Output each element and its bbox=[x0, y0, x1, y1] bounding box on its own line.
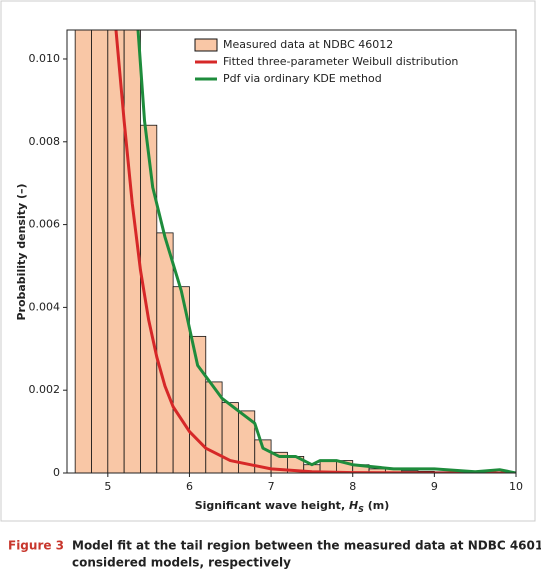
legend-label: Measured data at NDBC 46012 bbox=[223, 38, 393, 51]
x-label-sub: S bbox=[358, 505, 364, 514]
bar bbox=[156, 232, 174, 473]
plot-area bbox=[74, 30, 516, 473]
figure-frame bbox=[0, 0, 536, 522]
x-tick-label: 8 bbox=[349, 480, 356, 493]
bar bbox=[74, 30, 92, 473]
bar bbox=[91, 30, 109, 473]
y-tick-label: 0 bbox=[53, 466, 60, 479]
legend-label: Pdf via ordinary KDE method bbox=[223, 72, 382, 85]
caption-text: Model fit at the tail region between the… bbox=[72, 539, 541, 553]
y-tick-label: 0.002 bbox=[29, 383, 61, 396]
x-tick-label: 7 bbox=[268, 480, 275, 493]
x-tick-label: 9 bbox=[431, 480, 438, 493]
bar bbox=[107, 30, 125, 473]
x-tick-label: 5 bbox=[104, 480, 111, 493]
line bbox=[114, 30, 516, 473]
legend-swatch bbox=[194, 38, 218, 52]
x-tick-label: 10 bbox=[509, 480, 523, 493]
caption-label: Figure 3 bbox=[8, 539, 64, 553]
x-label-unit: (m) bbox=[364, 499, 389, 512]
legend-label: Fitted three-parameter Weibull distribut… bbox=[223, 55, 458, 68]
y-tick-label: 0.010 bbox=[29, 52, 61, 65]
y-tick-label: 0.004 bbox=[29, 300, 61, 313]
bar bbox=[140, 124, 158, 473]
bar bbox=[189, 335, 207, 473]
x-axis-label: Significant wave height, HS (m) bbox=[195, 499, 390, 514]
bar bbox=[123, 30, 141, 473]
line bbox=[136, 30, 516, 473]
x-label-var: H bbox=[349, 499, 358, 512]
y-tick-label: 0.006 bbox=[29, 218, 61, 231]
plot-frame bbox=[66, 29, 517, 474]
y-tick-label: 0.008 bbox=[29, 135, 61, 148]
x-label-text: Significant wave height, bbox=[195, 499, 349, 512]
x-tick-label: 6 bbox=[186, 480, 193, 493]
caption-text-2: considered models, respectively bbox=[72, 556, 291, 570]
y-axis-label: Probability density (–) bbox=[15, 183, 28, 320]
